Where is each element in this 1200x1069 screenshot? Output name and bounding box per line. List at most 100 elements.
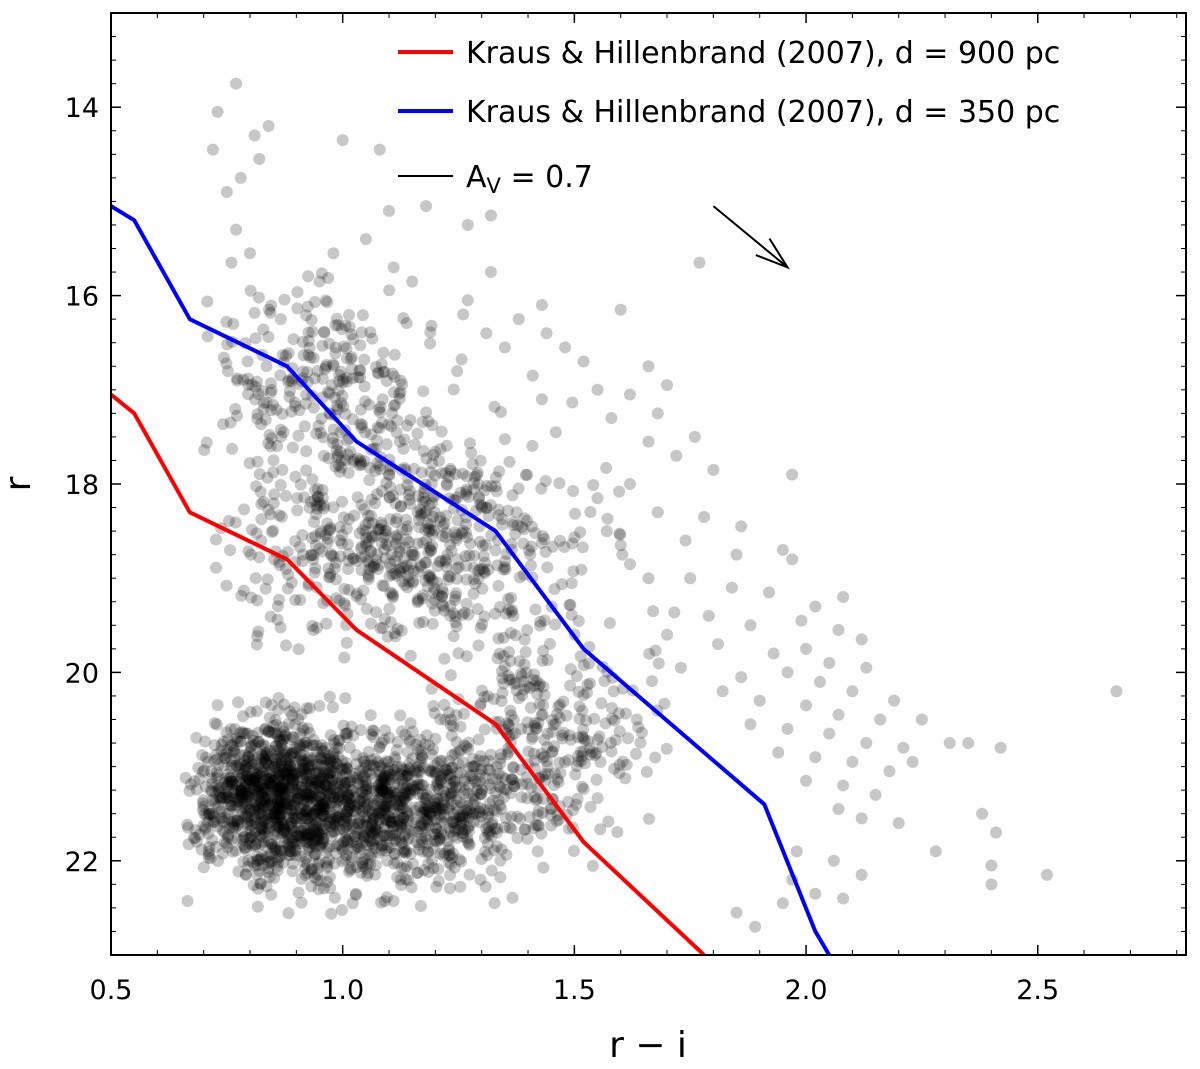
scatter-point bbox=[321, 753, 334, 766]
scatter-point bbox=[336, 769, 349, 782]
scatter-point bbox=[205, 772, 218, 785]
scatter-point bbox=[266, 796, 279, 809]
scatter-point bbox=[549, 426, 562, 439]
scatter-point bbox=[286, 807, 299, 820]
scatter-point bbox=[537, 699, 550, 712]
scatter-point bbox=[181, 895, 194, 908]
scatter-layer bbox=[179, 77, 1123, 933]
scatter-point bbox=[271, 783, 284, 796]
scatter-point bbox=[308, 295, 321, 308]
scatter-point bbox=[252, 735, 265, 748]
scatter-point bbox=[281, 802, 294, 815]
scatter-point bbox=[338, 815, 351, 828]
scatter-point bbox=[250, 771, 263, 784]
scatter-point bbox=[316, 809, 329, 822]
scatter-point bbox=[325, 829, 338, 842]
scatter-point bbox=[375, 776, 388, 789]
scatter-point bbox=[482, 778, 495, 791]
scatter-point bbox=[302, 840, 315, 853]
scatter-point bbox=[256, 779, 269, 792]
scatter-point bbox=[313, 816, 326, 829]
scatter-point bbox=[270, 403, 283, 416]
scatter-point bbox=[275, 728, 288, 741]
scatter-point bbox=[329, 573, 342, 586]
scatter-point bbox=[447, 383, 460, 396]
scatter-point bbox=[397, 312, 410, 325]
scatter-point bbox=[272, 787, 285, 800]
scatter-point bbox=[443, 754, 456, 767]
scatter-point bbox=[256, 830, 269, 843]
scatter-point bbox=[255, 787, 268, 800]
scatter-point bbox=[573, 712, 586, 725]
scatter-point bbox=[376, 785, 389, 798]
scatter-point bbox=[386, 815, 399, 828]
scatter-point bbox=[384, 768, 397, 781]
scatter-point bbox=[302, 818, 315, 831]
scatter-point bbox=[269, 806, 282, 819]
scatter-point bbox=[378, 829, 391, 842]
scatter-point bbox=[320, 796, 333, 809]
scatter-point bbox=[222, 831, 235, 844]
scatter-point bbox=[450, 817, 463, 830]
scatter-point bbox=[357, 818, 370, 831]
scatter-point bbox=[348, 822, 361, 835]
scatter-point bbox=[316, 801, 329, 814]
scatter-point bbox=[265, 807, 278, 820]
scatter-point bbox=[467, 573, 480, 586]
scatter-point bbox=[317, 810, 330, 823]
scatter-point bbox=[305, 808, 318, 821]
scatter-point bbox=[439, 553, 452, 566]
scatter-point bbox=[294, 850, 307, 863]
scatter-point bbox=[399, 787, 412, 800]
scatter-point bbox=[327, 734, 340, 747]
scatter-point bbox=[356, 805, 369, 818]
scatter-point bbox=[327, 813, 340, 826]
scatter-point bbox=[216, 824, 229, 837]
scatter-point bbox=[288, 766, 301, 779]
scatter-point bbox=[315, 837, 328, 850]
scatter-point bbox=[248, 129, 261, 142]
scatter-point bbox=[502, 669, 515, 682]
scatter-point bbox=[278, 836, 291, 849]
scatter-point bbox=[319, 778, 332, 791]
scatter-point bbox=[781, 666, 794, 679]
scatter-point bbox=[202, 848, 215, 861]
scatter-point bbox=[277, 824, 290, 837]
scatter-point bbox=[328, 737, 341, 750]
scatter-point bbox=[330, 840, 343, 853]
scatter-point bbox=[401, 769, 414, 782]
scatter-point bbox=[275, 782, 288, 795]
scatter-point bbox=[429, 827, 442, 840]
scatter-point bbox=[328, 818, 341, 831]
legend: Kraus & Hillenbrand (2007), d = 900 pc K… bbox=[398, 36, 1060, 198]
scatter-point bbox=[542, 768, 555, 781]
scatter-point bbox=[436, 520, 449, 533]
scatter-point bbox=[393, 387, 406, 400]
scatter-point bbox=[333, 375, 346, 388]
scatter-point bbox=[340, 522, 353, 535]
scatter-point bbox=[448, 776, 461, 789]
scatter-point bbox=[201, 816, 214, 829]
scatter-point bbox=[235, 784, 248, 797]
scatter-point bbox=[364, 851, 377, 864]
scatter-point bbox=[339, 821, 352, 834]
scatter-point bbox=[261, 748, 274, 761]
x-tick-label: 2.0 bbox=[785, 975, 828, 1006]
scatter-point bbox=[379, 807, 392, 820]
scatter-point bbox=[473, 802, 486, 815]
scatter-point bbox=[454, 766, 467, 779]
scatter-point bbox=[376, 839, 389, 852]
scatter-point bbox=[242, 788, 255, 801]
scatter-point bbox=[498, 783, 511, 796]
scatter-point bbox=[339, 761, 352, 774]
scatter-point bbox=[306, 325, 319, 338]
scatter-point bbox=[381, 787, 394, 800]
scatter-point bbox=[338, 763, 351, 776]
scatter-point bbox=[536, 654, 549, 667]
scatter-point bbox=[222, 829, 235, 842]
scatter-point bbox=[380, 375, 393, 388]
scatter-point bbox=[387, 806, 400, 819]
scatter-point bbox=[275, 738, 288, 751]
scatter-point bbox=[317, 835, 330, 848]
scatter-point bbox=[642, 435, 655, 448]
